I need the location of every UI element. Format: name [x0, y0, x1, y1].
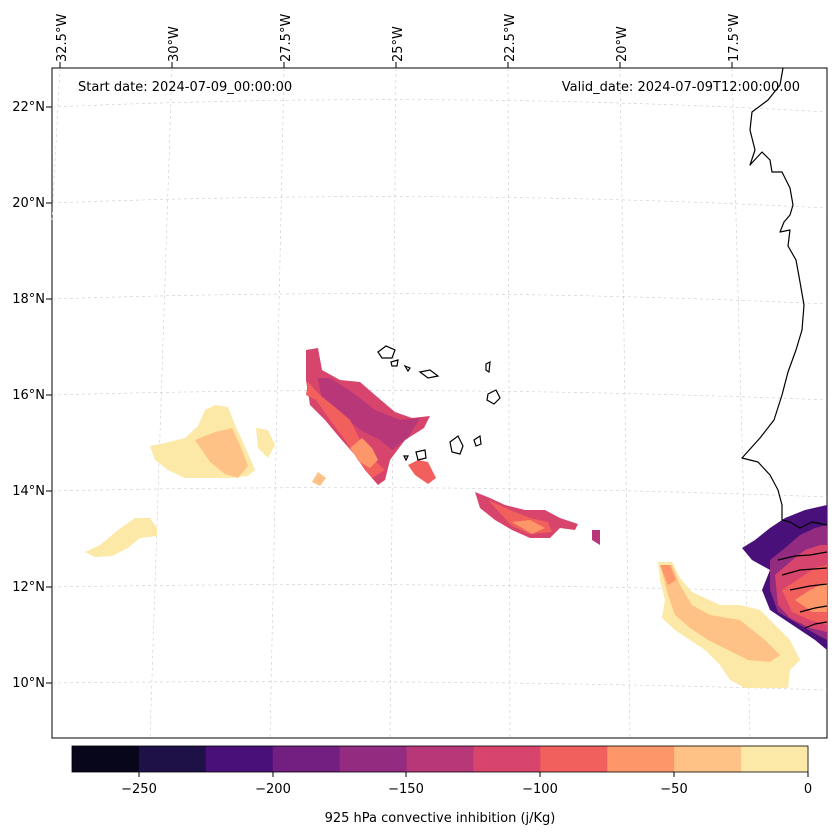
- colorbar-bin: [607, 746, 675, 772]
- lat-label: 20°N: [12, 196, 45, 211]
- cin-field-yellow-west: [85, 518, 157, 557]
- colorbar-ticks: [138, 772, 809, 777]
- colorbar-tick-label: −100: [522, 782, 558, 797]
- lon-label: 27.5°W: [279, 14, 294, 62]
- colorbar-title: 925 hPa convective inhibition (j/Kg): [325, 811, 556, 826]
- colorbar-tick-label: −50: [660, 782, 687, 797]
- colorbar-bins: [72, 746, 809, 772]
- colorbar-bin: [674, 746, 742, 772]
- coastline-africa: [741, 67, 828, 629]
- colorbar-bin: [339, 746, 408, 772]
- colorbar-outline: [71, 745, 809, 773]
- colorbar-tick-label: 0: [804, 782, 812, 797]
- colorbar-bin: [205, 746, 274, 772]
- lat-label: 18°N: [12, 292, 45, 307]
- colorbar-tick-label: −150: [388, 782, 424, 797]
- lon-label: 30°W: [167, 26, 182, 62]
- lon-label: 25°W: [391, 26, 406, 62]
- colorbar-bin: [272, 746, 341, 772]
- colorbar-bin: [138, 746, 207, 772]
- lon-label: 22.5°W: [503, 14, 518, 62]
- colorbar-bin: [741, 746, 809, 772]
- start-date-text: Start date: 2024-07-09_00:00:00: [78, 80, 292, 95]
- colorbar-bin: [406, 746, 474, 772]
- colorbar-bin: [540, 746, 608, 772]
- cin-field-coastal-east: [742, 505, 827, 650]
- axis-ticks: [46, 62, 733, 684]
- colorbar-bin: [72, 746, 140, 772]
- valid-date-text: Valid_date: 2024-07-09T12:00:00.00: [562, 80, 800, 95]
- cin-field-main-plume: [306, 348, 436, 485]
- cin-field-southeast-band: [475, 492, 600, 545]
- colorbar-tick-label: −200: [255, 782, 291, 797]
- lat-label: 12°N: [12, 580, 45, 595]
- lat-label: 22°N: [12, 100, 45, 115]
- lon-label: 32.5°W: [55, 14, 70, 62]
- cin-field-yellow-central: [150, 405, 326, 486]
- lat-label: 10°N: [12, 676, 45, 691]
- lon-label: 20°W: [615, 26, 630, 62]
- colorbar: −250 −200 −150 −100 −50 0 925 hPa convec…: [71, 745, 812, 826]
- colorbar-tick-label: −250: [121, 782, 157, 797]
- latitude-labels: 22°N 20°N 18°N 16°N 14°N 12°N 10°N: [12, 100, 45, 691]
- colorbar-bin: [473, 746, 541, 772]
- lon-label: 17.5°W: [727, 14, 742, 62]
- cape-verde-islands: [377, 345, 501, 462]
- lat-label: 14°N: [12, 484, 45, 499]
- longitude-labels: 32.5°W 30°W 27.5°W 25°W 22.5°W 20°W 17.5…: [55, 14, 742, 62]
- lat-label: 16°N: [12, 388, 45, 403]
- cin-field-south-yellow: [658, 562, 800, 688]
